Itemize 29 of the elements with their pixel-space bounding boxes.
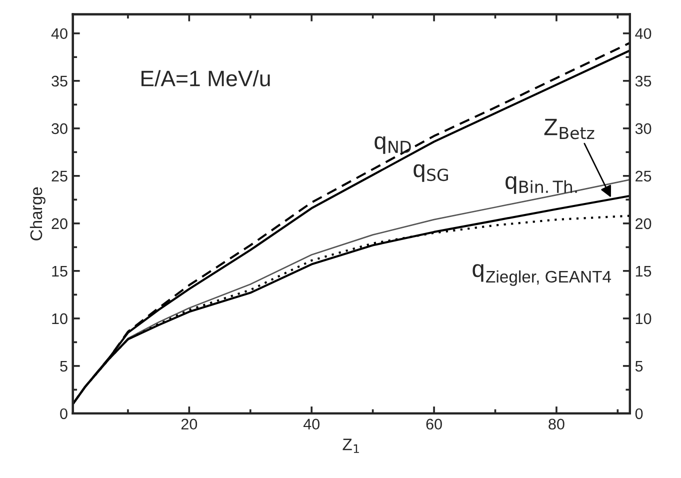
y2-tick-label: 35	[635, 76, 652, 87]
y-tick-label: 25	[52, 170, 68, 182]
y-tick-label: 5	[60, 360, 68, 372]
y2-tick-label: 20	[636, 218, 652, 230]
y2-tick-label: 10	[636, 313, 652, 324]
y2-tick-label: 40	[635, 28, 652, 40]
y2-tick-label: 25	[636, 170, 652, 182]
y-tick-label: 15	[52, 266, 68, 277]
x-tick-label: 80	[548, 418, 564, 430]
y2-tick-label: 15	[636, 266, 652, 277]
y-tick-label: 35	[52, 76, 68, 87]
y2-tick-label: 5	[635, 360, 643, 372]
y-axis-title: Charge	[30, 187, 46, 240]
x-tick-label: 20	[181, 418, 198, 430]
annotation: q$_{SG}$	[414, 164, 448, 182]
y-tick-label: 40	[51, 28, 68, 40]
y-tick-label: 30	[52, 123, 68, 134]
x-tick-label: 60	[426, 418, 442, 430]
y-tick-label: 0	[60, 408, 68, 420]
y2-tick-label: 30	[635, 123, 652, 134]
annotation: q$_{Bin.Th.}$	[506, 176, 577, 194]
annotation: E/A=1 MeV/u	[142, 70, 270, 86]
x-tick-label: 40	[303, 418, 320, 430]
y-tick-label: 10	[52, 313, 68, 324]
y-tick-label: 20	[52, 218, 68, 230]
annotation: q$_{ND}$	[374, 136, 411, 154]
annotation: Z$_{Betz}$	[544, 118, 594, 140]
x-axis-title: Z$_{1}$	[342, 438, 359, 453]
y2-tick-label: 0	[635, 408, 643, 420]
